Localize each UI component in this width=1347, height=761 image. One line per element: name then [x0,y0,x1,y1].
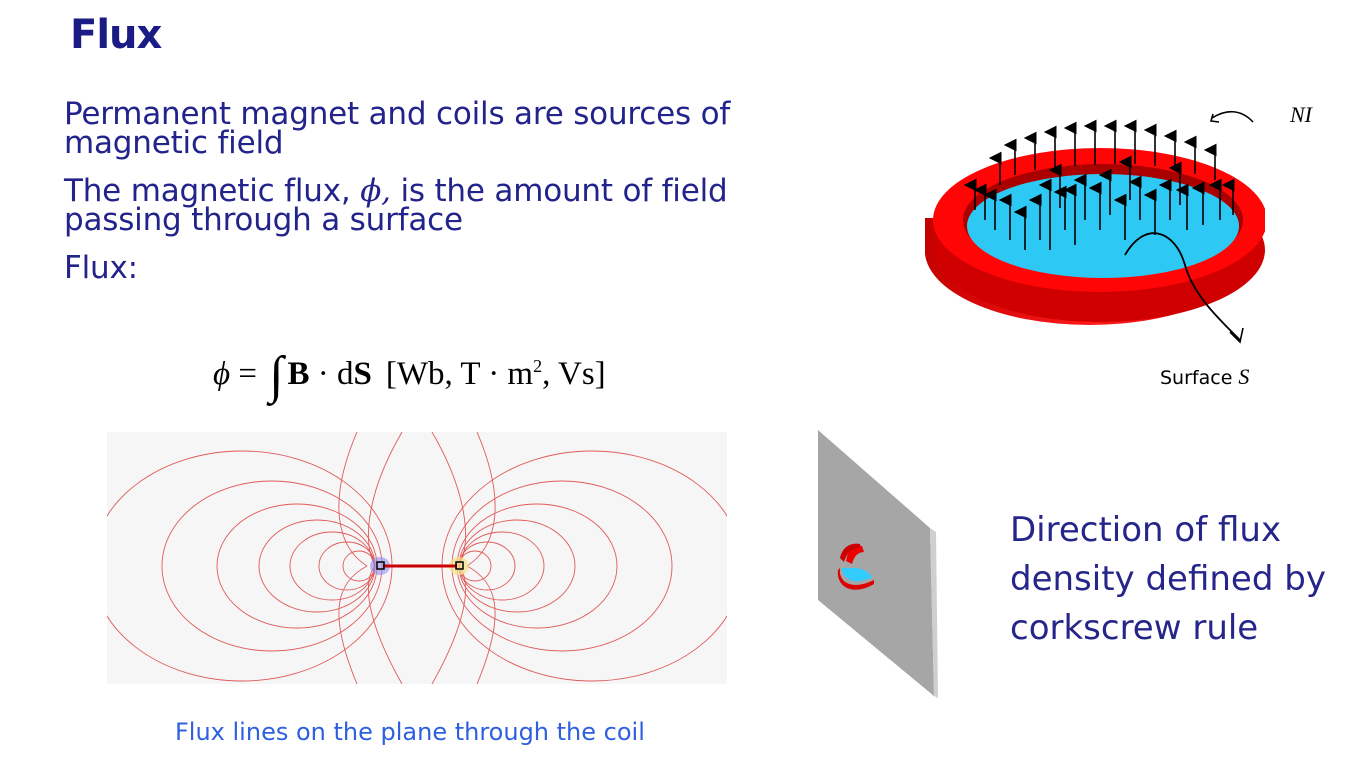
phi-symbol: ϕ, [360,173,391,209]
formula-integral: ∫ [269,347,284,404]
ni-label: NI [1290,102,1312,127]
bullet-flux-start: The magnetic flux, [64,173,361,209]
formula-phi: ϕ [213,356,231,392]
field-arrows [963,119,1235,250]
corkscrew-plane-illustration [818,430,938,698]
bullet-list: Permanent magnet and coils are sources o… [64,96,824,302]
formula-dot: · [309,356,337,392]
formula-units: [Wb, T · m2, Vs] [385,356,606,392]
formula-dS: dS [336,356,372,392]
bullet-sources: Permanent magnet and coils are sources o… [64,96,731,161]
flux-formula: ϕ = ∫ B · dS [Wb, T · m2, Vs] [213,346,606,405]
bullet-flux-end: is the amount of field passing through a… [64,173,728,238]
surface-label: Surface S [1160,364,1250,389]
bullet-flux-definition: The magnetic flux, ϕ, is the amount of f… [64,176,824,236]
flux-lines-plot [107,432,727,684]
flux-lines-caption: Flux lines on the plane through the coil [175,718,645,746]
surface-disc [967,174,1239,278]
corkscrew-text: Direction of flux density defined by cor… [1010,506,1326,653]
corkscrew-line-2: density defined by [1010,559,1326,599]
corkscrew-line-3: corkscrew rule [1010,608,1259,648]
formula-B: B [287,356,310,392]
corkscrew-line-1: Direction of flux [1010,510,1282,550]
bullet-flux-label: Flux: [64,250,138,286]
slide-title: Flux [70,12,162,58]
coil-surface-illustration [925,110,1265,344]
formula-equals: = [230,356,266,392]
